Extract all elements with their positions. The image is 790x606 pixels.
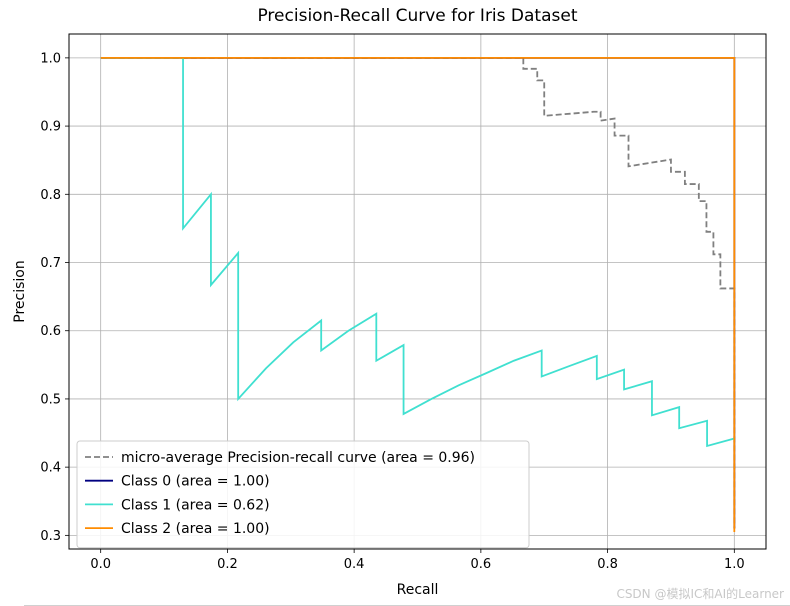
x-tick-label: 0.8 xyxy=(597,557,618,572)
series-class-2-line xyxy=(100,56,736,532)
series-micro-average-line xyxy=(100,56,736,529)
y-tick-label: 0.8 xyxy=(40,188,61,203)
plot-frame xyxy=(68,33,767,550)
legend-label: Class 2 (area = 1.00) xyxy=(121,521,270,537)
watermark-text: CSDN @模拟IC和AI的Learner xyxy=(616,587,784,601)
y-tick-label: 0.3 xyxy=(40,529,61,544)
legend-label: micro-average Precision-recall curve (ar… xyxy=(121,450,475,466)
x-tick-label: 0.6 xyxy=(471,557,492,572)
y-tick-label: 0.4 xyxy=(40,461,61,476)
series-class-1-line xyxy=(100,56,735,448)
y-tick-label: 0.5 xyxy=(40,392,61,407)
series-layer xyxy=(100,56,736,532)
y-tick-label: 0.9 xyxy=(40,120,61,135)
y-axis-title: Precision xyxy=(12,260,28,322)
x-axis-title: Recall xyxy=(397,582,439,598)
x-tick-label: 0.0 xyxy=(90,557,111,572)
legend-label: Class 0 (area = 1.00) xyxy=(121,474,270,490)
x-tick-label: 1.0 xyxy=(724,557,745,572)
legend-box xyxy=(76,440,530,549)
y-tick-label: 0.6 xyxy=(40,324,61,339)
y-tick-label: 0.7 xyxy=(40,256,61,271)
chart-title: Precision-Recall Curve for Iris Dataset xyxy=(257,6,577,26)
legend-label: Class 1 (area = 0.62) xyxy=(121,497,270,513)
ticks: 0.0 0.2 0.4 0.6 0.8 1.0 0.3 0.4 0.5 0.6 0.7 0.8 0.9 1… xyxy=(40,51,744,572)
y-tick-label: 1.0 xyxy=(40,51,61,66)
legend: micro-average Precision-recall curve (ar… xyxy=(76,440,530,549)
x-tick-label: 0.4 xyxy=(344,557,365,572)
x-tick-label: 0.2 xyxy=(217,557,238,572)
